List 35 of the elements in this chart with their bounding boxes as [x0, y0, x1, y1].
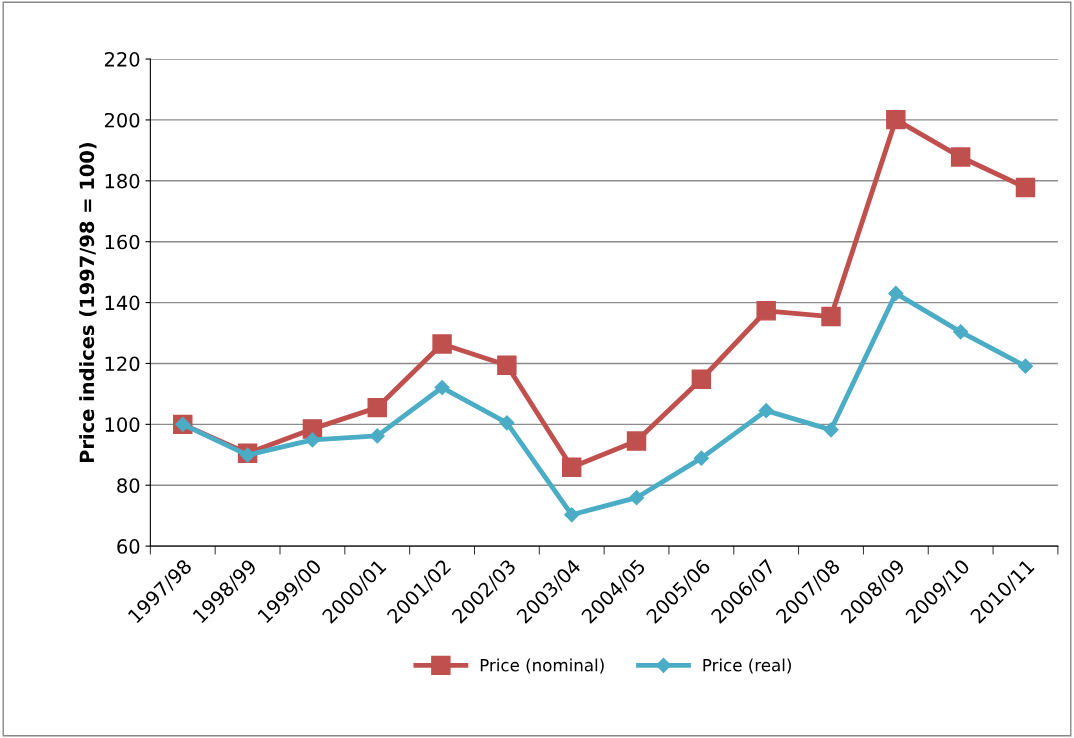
point [953, 324, 969, 340]
point [564, 507, 580, 523]
y-tick-label: 160 [105, 234, 140, 250]
point [821, 306, 841, 327]
y-tick-label: 220 [104, 52, 140, 67]
point [1017, 358, 1034, 374]
point [1015, 177, 1036, 198]
point [758, 403, 774, 419]
y-tick-label: 200 [104, 112, 140, 128]
point [561, 457, 582, 477]
y-tick-label: 120 [105, 356, 140, 372]
point [950, 147, 971, 167]
point [432, 334, 452, 354]
point [691, 369, 712, 390]
point [626, 431, 647, 451]
legend-label: Price (nominal) [480, 658, 604, 674]
point [497, 355, 517, 376]
y-axis-title: Price indices (1997/98 = 100) [79, 142, 97, 463]
point [304, 432, 320, 448]
point [628, 490, 645, 506]
point [693, 450, 709, 466]
point [888, 285, 904, 302]
point [823, 422, 839, 438]
point [756, 301, 776, 321]
point [886, 109, 906, 130]
y-tick-label: 60 [117, 539, 140, 554]
point [499, 415, 515, 431]
y-tick-label: 100 [105, 417, 140, 433]
point [369, 428, 385, 444]
legend-label: Price (real) [703, 658, 791, 674]
y-tick-label: 180 [105, 173, 140, 189]
y-tick-label: 80 [117, 478, 140, 493]
point [434, 379, 450, 396]
y-tick-label: 140 [105, 295, 140, 311]
point [367, 397, 387, 418]
